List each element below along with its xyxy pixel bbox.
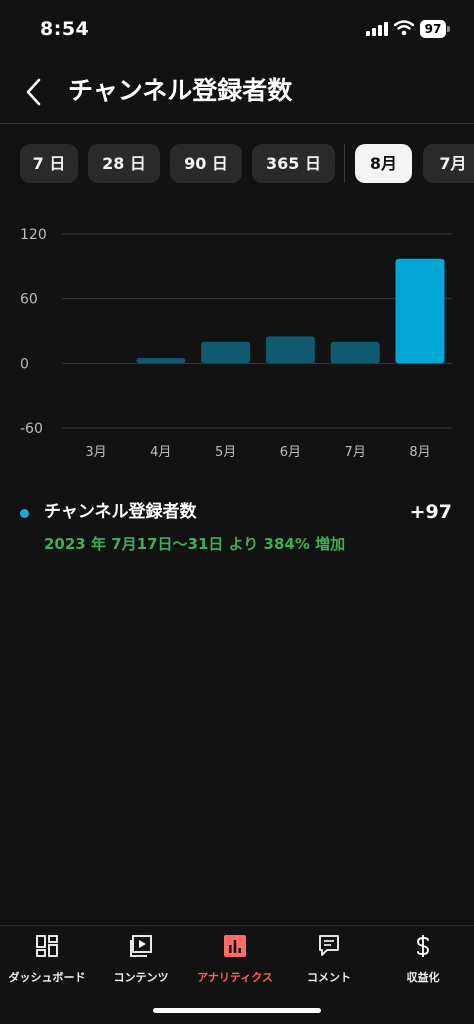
signal-icon [366, 22, 388, 36]
nav-label-dashboard: ダッシュボード [8, 971, 86, 984]
x-tick-label: 3月 [85, 445, 106, 460]
status-time: 8:54 [40, 18, 90, 40]
battery-level: 97 [420, 20, 446, 38]
nav-content[interactable]: コンテンツ [94, 932, 188, 992]
battery-icon: 97 [420, 20, 450, 38]
period-divider [344, 144, 345, 183]
y-axis: 120 60 0 -60 [20, 227, 452, 437]
x-axis: 3月 4月 5月 6月 7月 8月 [85, 445, 430, 460]
nav-monetization[interactable]: 収益化 [376, 932, 470, 992]
bar-3[interactable] [201, 341, 251, 364]
period-chip-90d[interactable]: 90 日 [170, 144, 242, 183]
period-chip-july[interactable]: 7月 [423, 144, 474, 183]
nav-label-comments: コメント [307, 971, 351, 984]
home-indicator [153, 1008, 321, 1013]
period-chip-7d[interactable]: 7 日 [20, 144, 78, 183]
y-tick-label: -60 [20, 421, 43, 437]
subscriber-bar-chart: 120 60 0 -60 3月 4月 5月 6月 7月 8月 [20, 227, 452, 460]
nav-comments[interactable]: コメント [282, 932, 376, 992]
metric-value: +97 [409, 501, 452, 523]
bar-4[interactable] [265, 336, 315, 364]
comment-icon [319, 935, 339, 956]
nav-dashboard[interactable]: ダッシュボード [0, 932, 94, 992]
header: チャンネル登録者数 [0, 60, 474, 124]
period-selector: 7 日 28 日 90 日 365 日 8月 7月 [0, 144, 474, 186]
nav-analytics[interactable]: アナリティクス [188, 932, 282, 992]
dollar-icon [417, 935, 429, 957]
header-divider [0, 123, 474, 124]
nav-label-monetization: 収益化 [406, 971, 440, 984]
metric-label: チャンネル登録者数 [44, 502, 197, 522]
bar-2[interactable] [136, 357, 186, 364]
x-tick-label: 5月 [215, 445, 236, 460]
analytics-icon [224, 935, 246, 957]
content-icon [130, 935, 152, 957]
x-tick-label: 8月 [409, 445, 430, 460]
dashboard-icon [36, 935, 58, 957]
nav-label-content: コンテンツ [113, 971, 169, 984]
wifi-icon [394, 20, 414, 36]
x-tick-label: 6月 [280, 445, 301, 460]
legend-dot [20, 509, 29, 518]
y-tick-label: 0 [20, 356, 29, 372]
x-tick-label: 7月 [345, 445, 366, 460]
bar-6[interactable] [395, 258, 445, 364]
period-chip-august[interactable]: 8月 [355, 144, 412, 183]
status-bar: 8:54 97 [0, 0, 474, 60]
metric-change-text: 2023 年 7月17日～31日 より 384% 増加 [44, 535, 346, 553]
x-tick-label: 4月 [150, 445, 171, 460]
bottom-nav: ダッシュボード コンテンツ アナリティクス コメント 収益化 [0, 926, 474, 1024]
bars [136, 258, 445, 364]
y-tick-label: 60 [20, 292, 38, 308]
period-chip-28d[interactable]: 28 日 [88, 144, 160, 183]
page-title: チャンネル登録者数 [68, 76, 293, 105]
back-arrow-icon[interactable] [22, 76, 46, 108]
nav-label-analytics: アナリティクス [197, 971, 273, 984]
y-tick-label: 120 [20, 227, 47, 243]
period-chip-365d[interactable]: 365 日 [252, 144, 335, 183]
bar-5[interactable] [330, 341, 380, 364]
bottom-nav-divider [0, 925, 474, 926]
